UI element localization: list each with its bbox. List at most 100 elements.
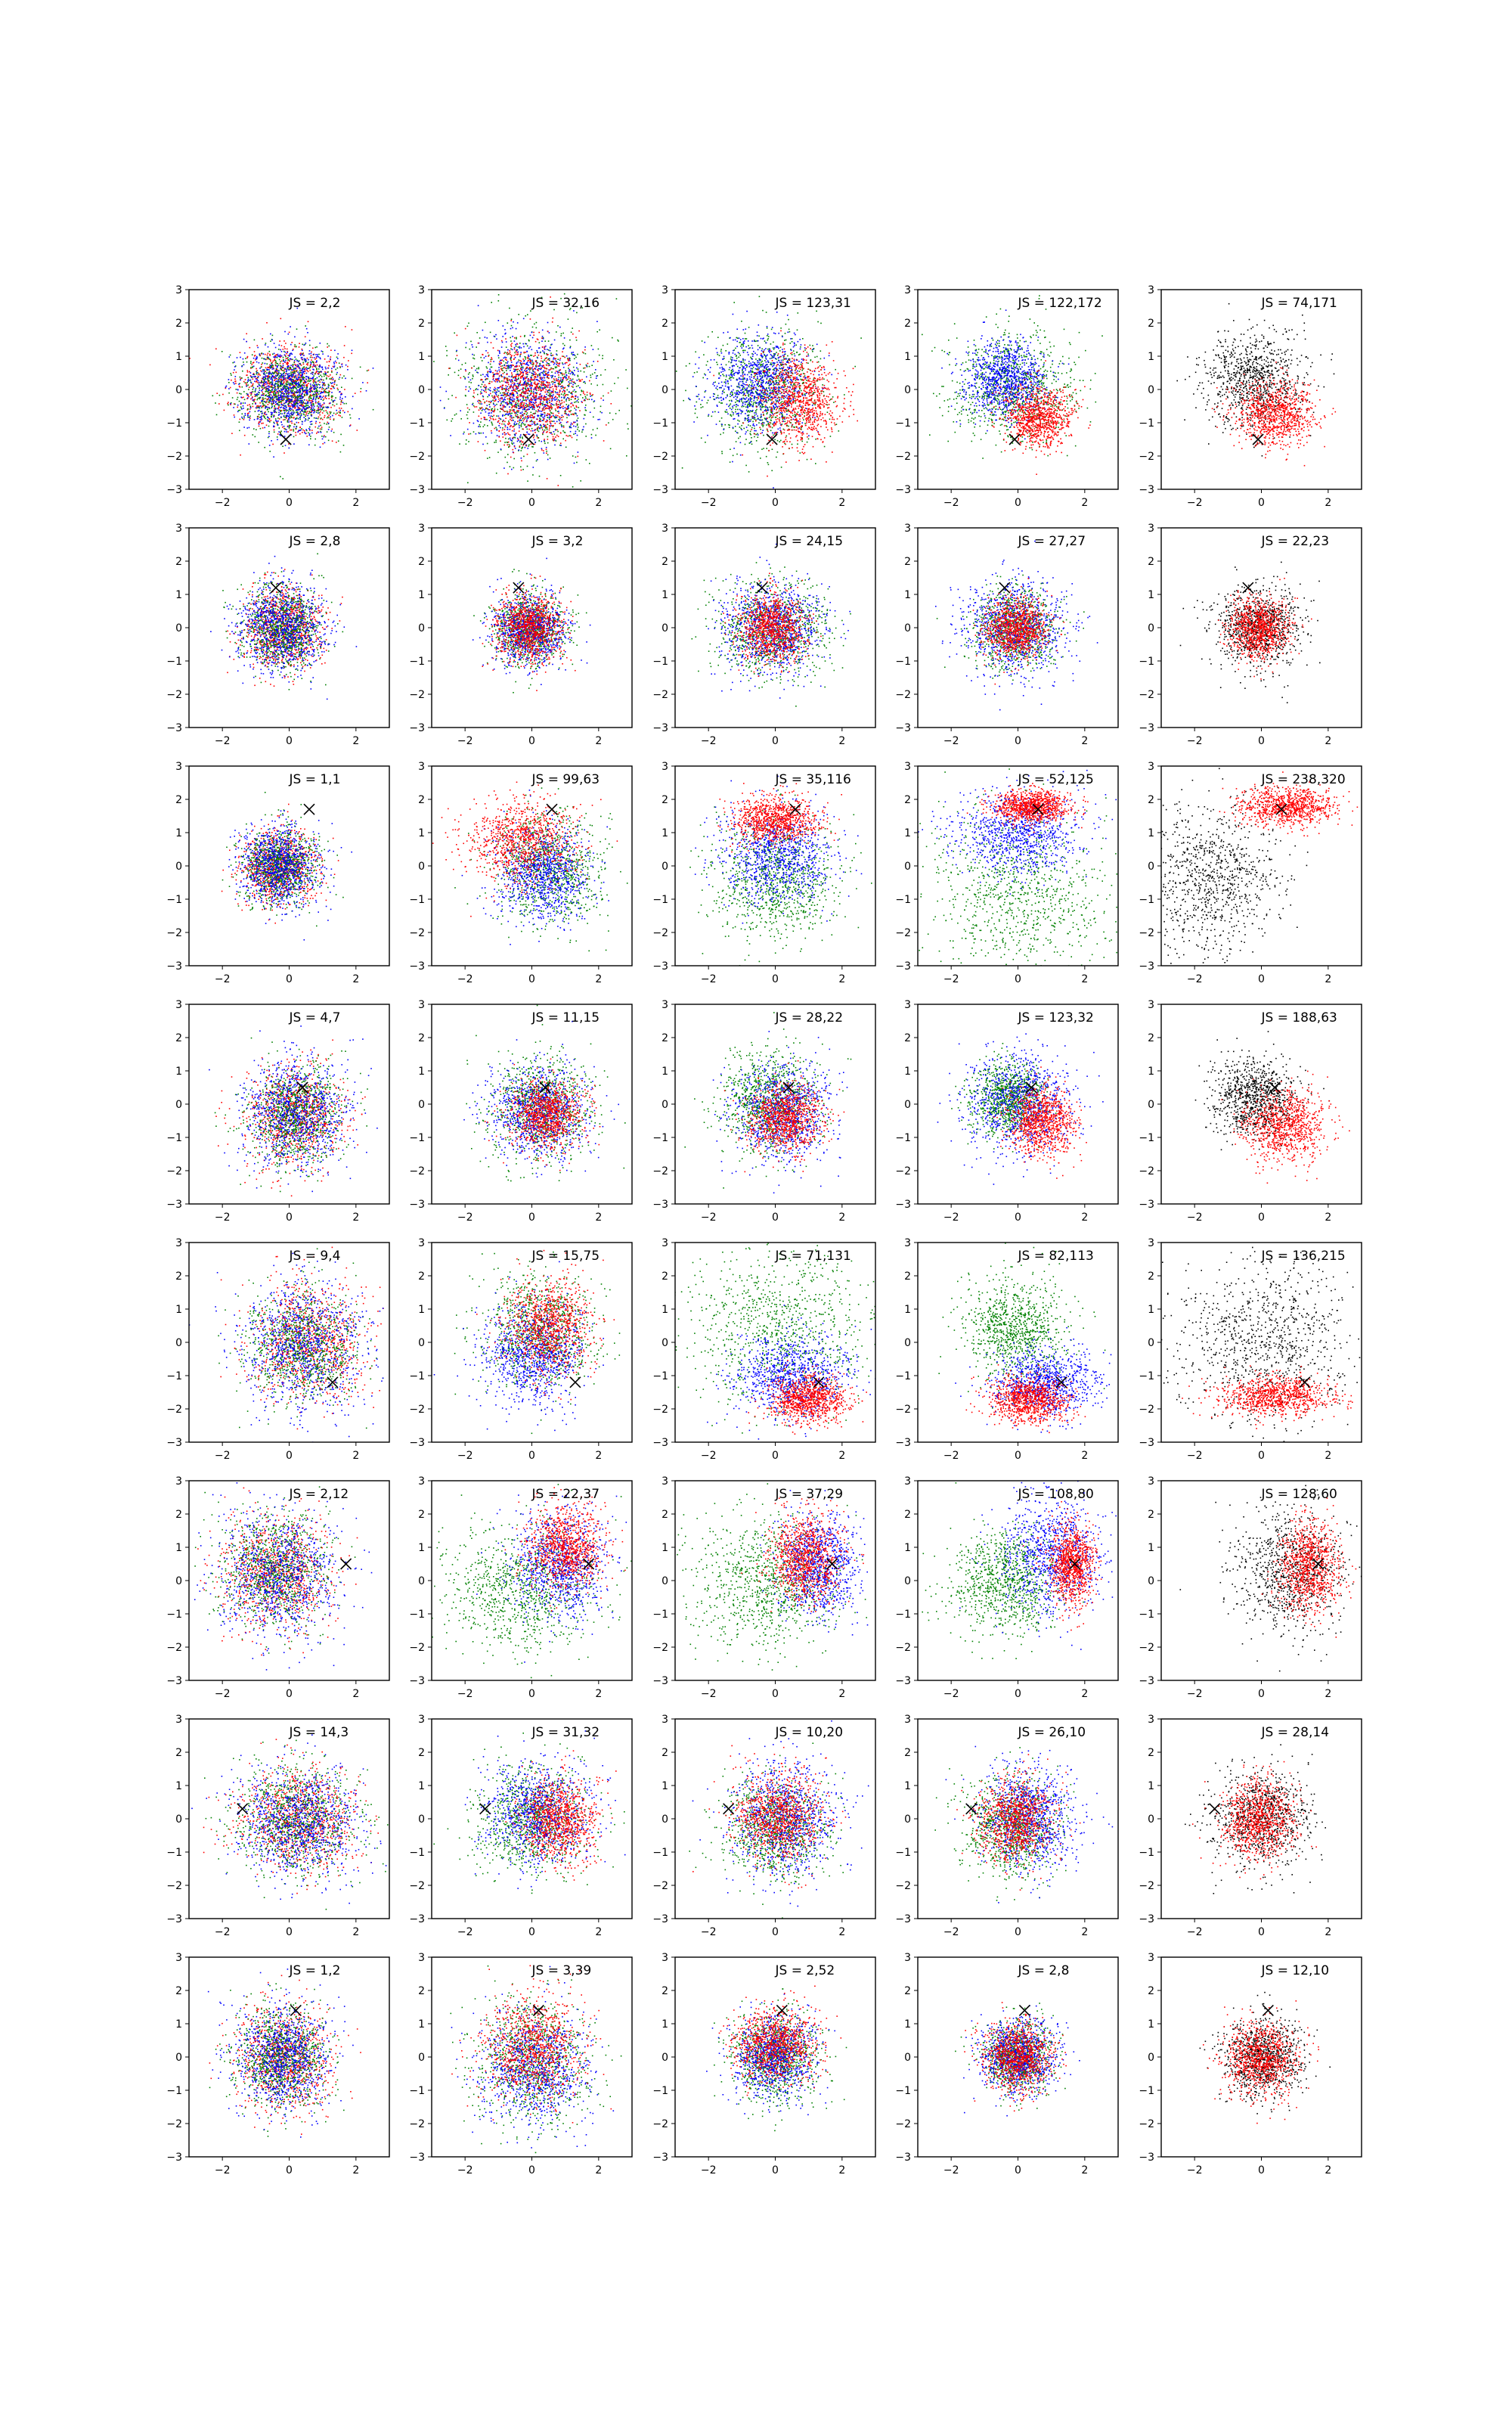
scatter-point	[562, 430, 564, 432]
scatter-point	[506, 360, 507, 361]
scatter-point	[522, 469, 524, 470]
scatter-point	[576, 462, 578, 464]
scatter-point	[484, 419, 485, 420]
scatter-point	[342, 417, 343, 418]
scatter-point	[304, 394, 305, 396]
scatter-point	[515, 357, 516, 358]
scatter-point	[516, 412, 517, 414]
scatter-point	[510, 399, 512, 400]
scatter-point	[309, 433, 311, 435]
scatter-point	[285, 343, 287, 344]
scatter-point	[323, 400, 324, 402]
scatter-point	[288, 383, 290, 385]
scatter-point	[331, 392, 333, 393]
scatter-point	[292, 370, 293, 371]
scatter-point	[514, 399, 516, 400]
scatter-point	[513, 420, 514, 421]
scatter-point	[272, 376, 274, 377]
scatter-point	[535, 396, 537, 398]
scatter-point	[274, 358, 276, 360]
scatter-point	[277, 387, 279, 389]
scatter-point	[281, 413, 283, 414]
scatter-point	[504, 421, 506, 423]
scatter-point	[305, 337, 306, 338]
scatter-point	[298, 391, 299, 392]
scatter-point	[281, 367, 283, 368]
scatter-point	[240, 419, 241, 420]
scatter-point	[575, 405, 577, 407]
scatter-point	[577, 400, 578, 402]
scatter-point	[297, 431, 299, 433]
scatter-point	[249, 443, 250, 445]
scatter-point	[218, 403, 220, 405]
scatter-point	[330, 411, 332, 413]
scatter-point	[526, 363, 528, 365]
scatter-point	[573, 373, 575, 374]
scatter-point	[556, 394, 558, 396]
scatter-point	[265, 387, 267, 389]
scatter-point	[319, 357, 321, 358]
scatter-point	[547, 376, 548, 377]
scatter-point	[530, 407, 531, 408]
x-tick-label: −2	[215, 497, 231, 509]
scatter-point	[433, 361, 435, 362]
scatter-point	[510, 340, 512, 342]
scatter-point	[321, 427, 323, 428]
scatter-point	[243, 417, 245, 419]
scatter-point	[627, 388, 628, 389]
scatter-point	[311, 363, 312, 365]
scatter-point	[560, 445, 562, 446]
scatter-point	[342, 366, 343, 368]
scatter-point	[304, 399, 305, 401]
scatter-point	[503, 399, 504, 401]
scatter-point	[293, 374, 294, 376]
scatter-point	[243, 419, 245, 420]
scatter-point	[577, 380, 578, 381]
scatter-point	[270, 334, 271, 335]
scatter-point	[584, 407, 586, 408]
scatter-point	[290, 408, 291, 410]
scatter-point	[339, 411, 341, 413]
scatter-point	[584, 381, 586, 383]
scatter-point	[584, 400, 585, 402]
scatter-point	[494, 390, 496, 392]
scatter-point	[546, 448, 547, 450]
scatter-point	[595, 369, 596, 371]
scatter-point	[514, 429, 516, 430]
scatter-point	[469, 381, 470, 383]
scatter-point	[544, 416, 546, 417]
scatter-point	[473, 366, 475, 368]
scatter-point	[549, 360, 550, 361]
scatter-point	[336, 413, 338, 414]
scatter-point	[337, 388, 339, 389]
scatter-point	[305, 376, 307, 377]
scatter-point	[529, 404, 531, 405]
scatter-point	[556, 401, 558, 402]
scatter-point	[316, 369, 318, 371]
scatter-point	[308, 389, 309, 391]
scatter-point	[522, 401, 523, 402]
scatter-point	[533, 391, 534, 392]
scatter-point	[482, 389, 483, 391]
scatter-point	[261, 380, 262, 382]
scatter-point	[280, 399, 282, 400]
scatter-point	[613, 359, 615, 361]
scatter-point	[240, 402, 242, 404]
scatter-point	[290, 383, 292, 385]
scatter-point	[493, 378, 494, 380]
scatter-point	[464, 377, 466, 379]
scatter-point	[334, 365, 336, 367]
scatter-point	[296, 368, 297, 370]
scatter-point	[508, 388, 510, 389]
scatter-point	[482, 384, 483, 386]
scatter-point	[281, 379, 283, 380]
scatter-point	[527, 480, 528, 482]
scatter-point	[484, 357, 485, 358]
scatter-point	[273, 395, 274, 396]
scatter-point	[302, 410, 303, 411]
scatter-point	[553, 378, 555, 380]
scatter-point	[547, 436, 549, 438]
scatter-point	[558, 377, 559, 378]
scatter-point	[584, 371, 585, 373]
scatter-point	[319, 381, 321, 383]
